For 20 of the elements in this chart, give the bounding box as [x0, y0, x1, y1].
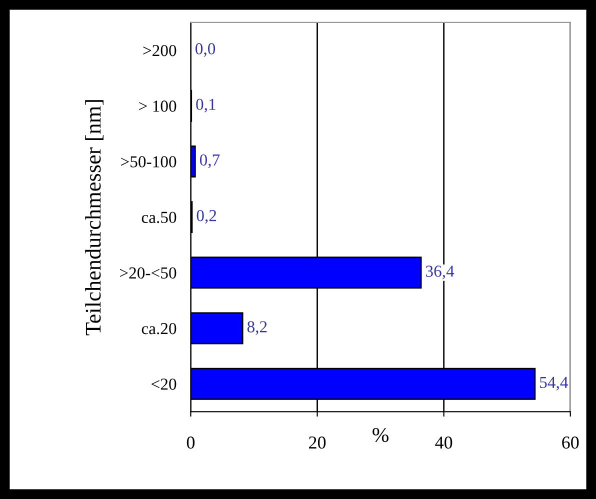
y-tick-label: ca.50: [142, 212, 176, 224]
data-label: 0,1: [196, 98, 216, 112]
x-tick-label: 40: [435, 436, 452, 449]
data-label: 0,0: [196, 43, 216, 57]
data-label: 0,7: [200, 154, 220, 168]
data-label: 54,4: [540, 376, 568, 390]
y-tick-label: >20-<50: [120, 267, 176, 279]
data-label: 0,2: [196, 210, 216, 224]
y-tick-label: ca.20: [142, 322, 176, 334]
y-tick-label: <20: [152, 378, 176, 390]
y-axis-title: Teilchendurchmesser [nm]: [85, 100, 104, 336]
x-tick-label: 20: [309, 436, 326, 449]
x-tick-label: 60: [562, 436, 579, 449]
y-tick-label: >200: [143, 44, 176, 56]
x-tick-label: 0: [186, 436, 195, 449]
x-axis-title: %: [372, 428, 389, 442]
y-tick-label: > 100: [139, 100, 176, 112]
data-label: 8,2: [247, 321, 267, 335]
data-label: 36,4: [426, 266, 454, 280]
y-tick-label: >50-100: [121, 156, 176, 168]
